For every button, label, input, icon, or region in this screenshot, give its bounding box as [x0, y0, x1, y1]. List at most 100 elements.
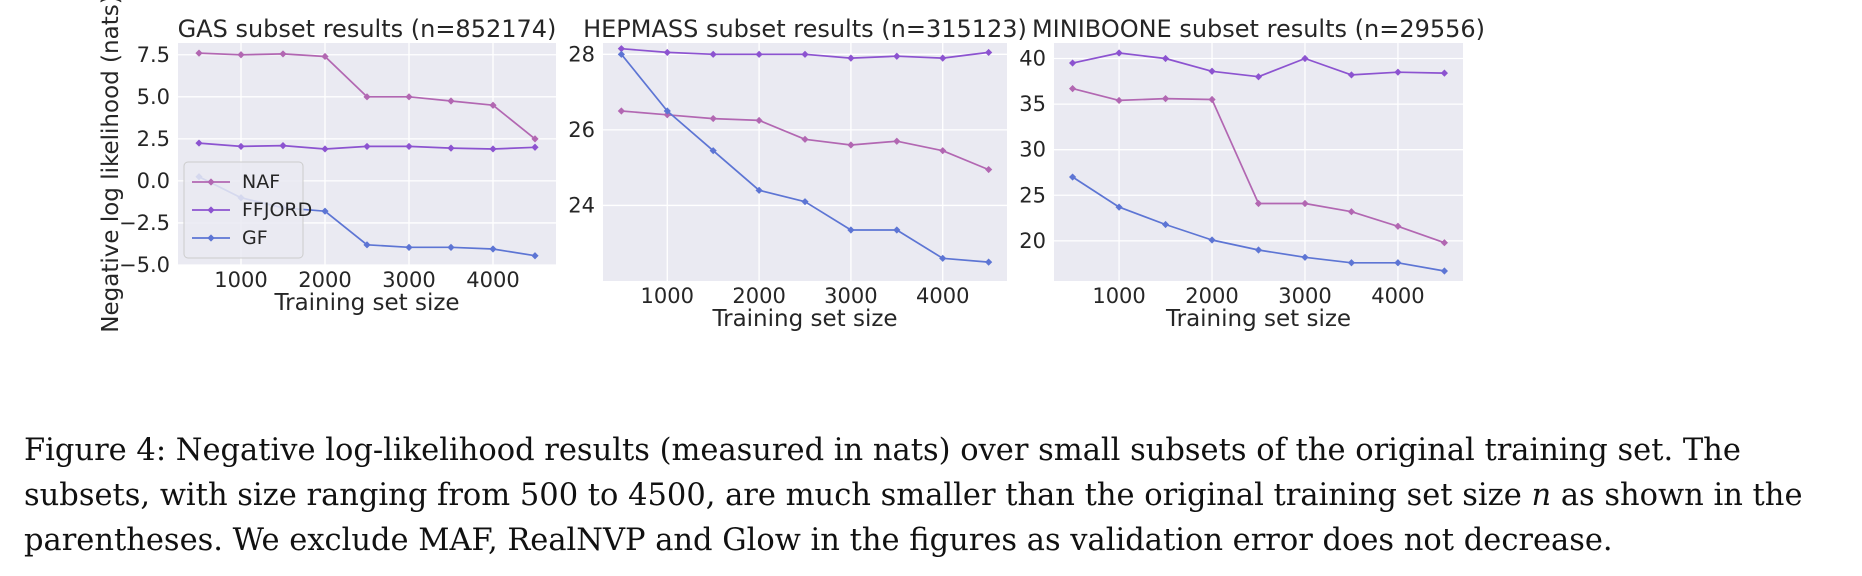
data-point-ffjord: [195, 139, 203, 147]
y-tick-label: 24: [568, 193, 595, 217]
data-point-naf: [1440, 239, 1449, 247]
data-point-ffjord: [847, 54, 855, 62]
data-point-ffjord: [531, 143, 539, 151]
data-point-ffjord: [447, 144, 455, 152]
data-point-ffjord: [1208, 67, 1216, 75]
data-point-ffjord: [237, 142, 245, 151]
x-tick-label: 1000: [641, 284, 694, 308]
caption-line-2: subsets, with size ranging from 500 to 4…: [24, 473, 1844, 518]
data-point-ffjord: [1068, 59, 1077, 67]
data-point-gf: [1440, 267, 1449, 275]
x-axis-label: Training set size: [273, 290, 459, 316]
data-point-gf: [405, 243, 413, 251]
data-point-naf: [447, 97, 455, 105]
data-point-gf: [755, 186, 763, 194]
data-point-gf: [985, 258, 993, 266]
data-point-naf: [1254, 199, 1263, 208]
data-point-gf: [531, 252, 539, 260]
x-tick-label: 4000: [466, 268, 519, 292]
x-tick-label: 1000: [1092, 284, 1145, 308]
y-tick-label: 7.5: [137, 43, 170, 67]
data-point-naf: [279, 50, 287, 58]
data-point-gf: [1161, 220, 1170, 229]
data-point-ffjord: [709, 50, 717, 58]
caption-line-2-after: as shown in the: [1560, 478, 1803, 513]
chart-title: MINIBOONE subset results (n=29556): [1032, 15, 1485, 43]
y-axis-label: Negative log likelihood (nats): [98, 0, 124, 333]
data-point-ffjord: [363, 142, 371, 151]
data-point-ffjord: [1394, 68, 1402, 76]
x-axis-label: Training set size: [711, 306, 897, 332]
data-point-naf: [709, 114, 717, 123]
data-point-gf: [1254, 246, 1263, 254]
data-point-naf: [195, 49, 203, 57]
data-point-naf: [237, 51, 245, 59]
data-point-naf: [939, 147, 947, 155]
data-point-ffjord: [1440, 69, 1449, 77]
y-tick-label: 20: [1019, 229, 1046, 253]
data-point-ffjord: [985, 48, 993, 57]
caption-line-2-before: subsets, with size ranging from 500 to 4…: [24, 478, 1522, 513]
caption-line-1: Figure 4: Negative log-likelihood result…: [24, 433, 1741, 468]
x-tick-label: 2000: [298, 268, 351, 292]
chart-title: GAS subset results (n=852174): [178, 15, 557, 43]
figure-caption: Figure 4: Negative log-likelihood result…: [24, 428, 1844, 563]
data-point-ffjord: [1254, 73, 1263, 81]
legend-label-gf: GF: [242, 227, 268, 249]
data-point-ffjord: [939, 54, 947, 62]
data-point-naf: [617, 107, 625, 115]
charts-canvas: 1000 2000 3000 4000 −5.0 −2.5 0.0 2.5 5.0 7.5 GAS …: [98, 0, 1485, 333]
x-tick-label: 4000: [1371, 284, 1424, 308]
data-point-ffjord: [755, 50, 763, 58]
data-point-gf: [617, 50, 625, 58]
data-point-naf: [663, 111, 671, 119]
data-point-naf: [489, 101, 497, 109]
y-tick-label: 5.0: [137, 85, 170, 109]
data-point-gf: [709, 147, 717, 155]
data-point-naf: [801, 135, 809, 143]
data-point-naf: [321, 52, 329, 61]
data-point-ffjord: [279, 141, 287, 150]
data-point-gf: [321, 207, 329, 215]
data-point-gf: [663, 107, 671, 115]
data-point-ffjord: [801, 50, 809, 58]
caption-variable-n: n: [1531, 478, 1552, 513]
legend-marker-naf: [207, 178, 215, 186]
y-tick-label: 28: [568, 42, 595, 66]
data-point-gf: [1115, 203, 1123, 211]
legend-label-naf: NAF: [242, 171, 280, 193]
data-point-gf: [847, 226, 855, 234]
y-tick-label: 25: [1019, 183, 1046, 207]
data-point-naf: [1301, 199, 1309, 208]
y-tick-label: 35: [1019, 92, 1046, 116]
caption-line-3: parentheses. We exclude MAF, RealNVP and…: [24, 523, 1613, 558]
y-tick-label: −5.0: [119, 253, 170, 277]
data-point-gf: [893, 226, 901, 234]
data-point-ffjord: [1301, 54, 1309, 63]
y-tick-label: 0.0: [137, 169, 170, 193]
x-tick-label: 1000: [214, 268, 267, 292]
data-point-gf: [1394, 259, 1402, 267]
data-point-ffjord: [489, 145, 497, 153]
data-point-gf: [939, 254, 947, 262]
data-point-naf: [1068, 84, 1077, 93]
x-tick-label: 3000: [382, 268, 435, 292]
data-point-gf: [489, 245, 497, 253]
data-point-gf: [1068, 173, 1077, 181]
x-tick-label: 2000: [1185, 284, 1238, 308]
legend-box: [183, 161, 304, 259]
data-point-ffjord: [617, 45, 625, 53]
data-point-ffjord: [1161, 54, 1170, 63]
data-point-ffjord: [1115, 49, 1123, 57]
x-tick-label: 2000: [732, 284, 785, 308]
figure-panels: 1000 2000 3000 4000 −5.0 −2.5 0.0 2.5 5.0 7.5 GAS …: [98, 0, 1485, 333]
data-point-naf: [755, 116, 763, 125]
data-point-naf: [1115, 96, 1123, 105]
y-tick-label: 26: [568, 118, 595, 142]
legend-label-ffjord: FFJORD: [242, 199, 312, 221]
data-point-naf: [893, 137, 901, 145]
data-point-gf: [447, 243, 455, 251]
y-tick-label: −2.5: [119, 211, 170, 235]
plot-area: [603, 43, 1007, 281]
legend-marker-ffjord: [207, 206, 215, 214]
